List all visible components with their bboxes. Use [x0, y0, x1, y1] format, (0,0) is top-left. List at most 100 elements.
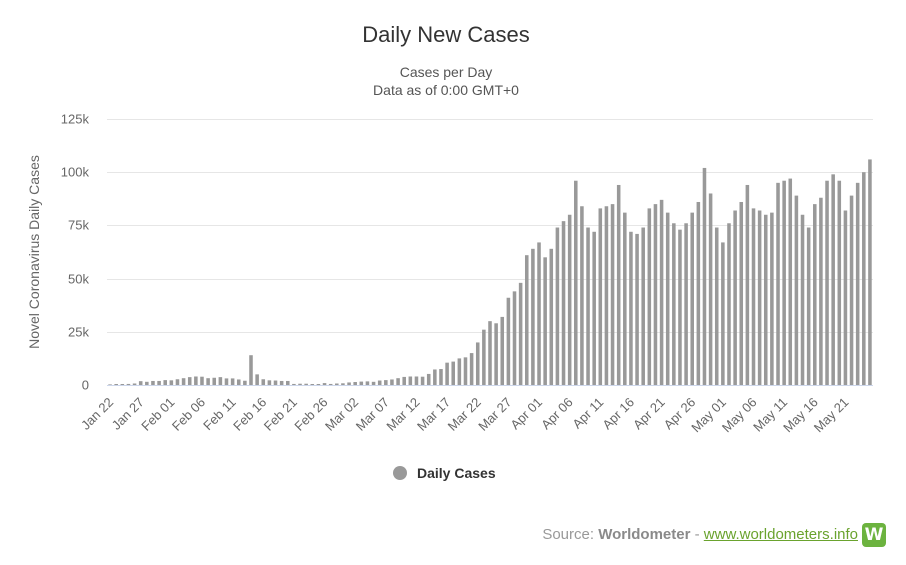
bar[interactable] [377, 380, 382, 385]
source-link[interactable]: www.worldometers.info [703, 526, 858, 543]
bar[interactable] [598, 208, 603, 385]
bar[interactable] [138, 381, 143, 385]
bar[interactable] [175, 379, 180, 385]
bar[interactable] [862, 172, 866, 385]
bar[interactable] [721, 242, 725, 385]
bar[interactable] [757, 210, 762, 386]
bar[interactable] [524, 255, 529, 385]
bar[interactable] [549, 248, 554, 385]
bar[interactable] [445, 362, 449, 385]
bar[interactable] [714, 227, 719, 385]
bar[interactable] [292, 383, 296, 385]
bar[interactable] [506, 297, 511, 385]
bar[interactable] [543, 257, 547, 385]
bar[interactable] [273, 380, 278, 385]
bar[interactable] [243, 380, 247, 385]
bar[interactable] [592, 231, 596, 385]
bar[interactable] [322, 383, 327, 385]
bar[interactable] [279, 380, 284, 385]
bar[interactable] [396, 378, 400, 385]
bar[interactable] [518, 282, 523, 385]
bar[interactable] [776, 182, 780, 385]
bar[interactable] [328, 383, 333, 385]
bar[interactable] [574, 180, 578, 385]
bar[interactable] [433, 369, 437, 385]
bar[interactable] [616, 184, 621, 385]
bar[interactable] [641, 227, 645, 385]
bar[interactable] [126, 383, 131, 385]
bar[interactable] [353, 382, 357, 385]
bar[interactable] [745, 184, 750, 385]
bar[interactable] [475, 342, 480, 385]
bar[interactable] [230, 378, 235, 385]
bar[interactable] [678, 229, 682, 385]
bar[interactable] [586, 227, 590, 385]
bar[interactable] [825, 180, 829, 385]
bar[interactable] [788, 178, 793, 385]
bar[interactable] [708, 193, 713, 385]
bar[interactable] [439, 369, 443, 385]
bar[interactable] [831, 174, 835, 385]
bar[interactable] [359, 381, 364, 385]
bar[interactable] [286, 380, 290, 385]
bar[interactable] [702, 167, 707, 385]
bar[interactable] [488, 321, 492, 385]
bar[interactable] [629, 231, 633, 385]
bar[interactable] [696, 201, 701, 385]
bar[interactable] [537, 242, 541, 385]
legend-label[interactable]: Daily Cases [417, 465, 496, 481]
bar[interactable] [672, 223, 676, 385]
bar[interactable] [108, 384, 112, 385]
bar[interactable] [623, 212, 627, 385]
bar[interactable] [763, 214, 768, 385]
bar[interactable] [451, 361, 455, 385]
bar[interactable] [635, 233, 639, 385]
bar[interactable] [169, 380, 174, 385]
bar[interactable] [341, 383, 345, 385]
bar[interactable] [457, 358, 462, 385]
bar[interactable] [690, 212, 694, 385]
bar[interactable] [782, 180, 786, 385]
bar[interactable] [647, 208, 652, 385]
bar[interactable] [151, 380, 155, 385]
bar[interactable] [408, 376, 413, 385]
bar[interactable] [604, 206, 609, 385]
bar[interactable] [800, 214, 805, 385]
bar[interactable] [365, 381, 370, 385]
bar[interactable] [512, 291, 517, 385]
bar[interactable] [727, 223, 731, 385]
bar[interactable] [665, 212, 670, 385]
bar[interactable] [249, 355, 253, 385]
bar[interactable] [580, 206, 584, 385]
bar[interactable] [255, 374, 259, 385]
bar[interactable] [384, 380, 388, 385]
bar[interactable] [163, 380, 167, 385]
bar[interactable] [733, 210, 737, 386]
bar[interactable] [561, 221, 566, 385]
bar[interactable] [145, 381, 149, 385]
bar[interactable] [335, 383, 339, 385]
bar[interactable] [868, 159, 872, 385]
bar[interactable] [806, 227, 811, 385]
bar[interactable] [751, 208, 756, 385]
bar[interactable] [494, 323, 498, 385]
bar[interactable] [420, 376, 425, 385]
bar[interactable] [794, 195, 799, 385]
bar[interactable] [819, 197, 823, 385]
legend[interactable]: Daily Cases [393, 465, 496, 481]
bar[interactable] [267, 380, 272, 385]
bar[interactable] [187, 377, 192, 385]
bar[interactable] [236, 379, 241, 385]
bar[interactable] [653, 204, 658, 385]
bar[interactable] [684, 223, 688, 385]
bar[interactable] [813, 204, 817, 385]
bar[interactable] [659, 199, 664, 385]
bar[interactable] [770, 212, 774, 385]
bar[interactable] [157, 380, 161, 385]
bar[interactable] [200, 376, 204, 385]
bar[interactable] [347, 382, 351, 385]
bar[interactable] [463, 357, 468, 385]
bar[interactable] [316, 384, 321, 385]
bar[interactable] [567, 214, 572, 385]
bar[interactable] [224, 378, 229, 385]
